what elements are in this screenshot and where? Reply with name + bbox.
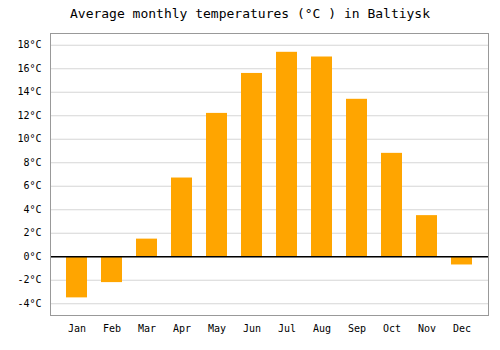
svg-text:Jan: Jan	[68, 323, 86, 334]
svg-text:0°C: 0°C	[23, 251, 41, 262]
svg-text:16°C: 16°C	[17, 63, 41, 74]
svg-text:-2°C: -2°C	[17, 274, 41, 285]
svg-text:Sep: Sep	[348, 323, 366, 334]
html-text:Average monthly temperatures (: Average monthly temperatures (°C ) in Ba…	[70, 6, 430, 21]
svg-text:12°C: 12°C	[17, 110, 41, 121]
svg-text:-4°C: -4°C	[17, 298, 41, 309]
svg-text:Oct: Oct	[383, 323, 401, 334]
svg-text:Jun: Jun	[243, 323, 261, 334]
svg-text:Jul: Jul	[278, 323, 296, 334]
svg-text:Feb: Feb	[103, 323, 121, 334]
svg-text:May: May	[208, 323, 226, 334]
svg-text:Aug: Aug	[313, 323, 331, 334]
svg-text:6°C: 6°C	[23, 180, 41, 191]
svg-text:Apr: Apr	[173, 323, 191, 334]
svg-text:Dec: Dec	[453, 323, 471, 334]
svg-text:Mar: Mar	[138, 323, 156, 334]
svg-text:18°C: 18°C	[17, 39, 41, 50]
svg-text:4°C: 4°C	[23, 204, 41, 215]
svg-text:2°C: 2°C	[23, 227, 41, 238]
svg-text:8°C: 8°C	[23, 157, 41, 168]
svg-text:14°C: 14°C	[17, 86, 41, 97]
svg-text:Nov: Nov	[418, 323, 436, 334]
svg-text:10°C: 10°C	[17, 133, 41, 144]
